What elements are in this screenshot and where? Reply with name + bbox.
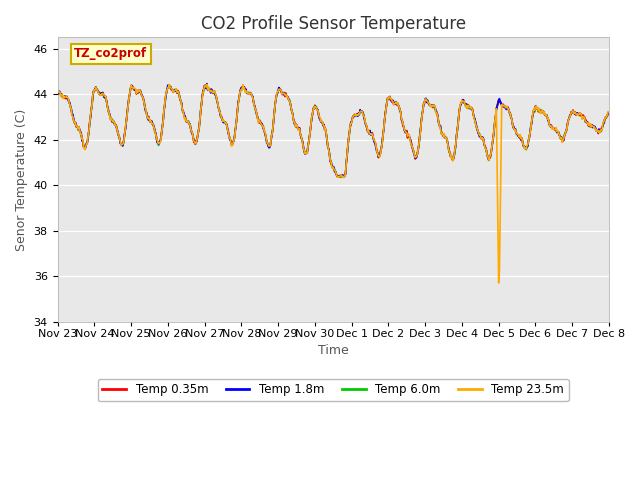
X-axis label: Time: Time xyxy=(318,344,349,357)
Y-axis label: Senor Temperature (C): Senor Temperature (C) xyxy=(15,108,28,251)
Title: CO2 Profile Sensor Temperature: CO2 Profile Sensor Temperature xyxy=(201,15,466,33)
Text: TZ_co2prof: TZ_co2prof xyxy=(74,47,147,60)
Legend: Temp 0.35m, Temp 1.8m, Temp 6.0m, Temp 23.5m: Temp 0.35m, Temp 1.8m, Temp 6.0m, Temp 2… xyxy=(98,379,569,401)
